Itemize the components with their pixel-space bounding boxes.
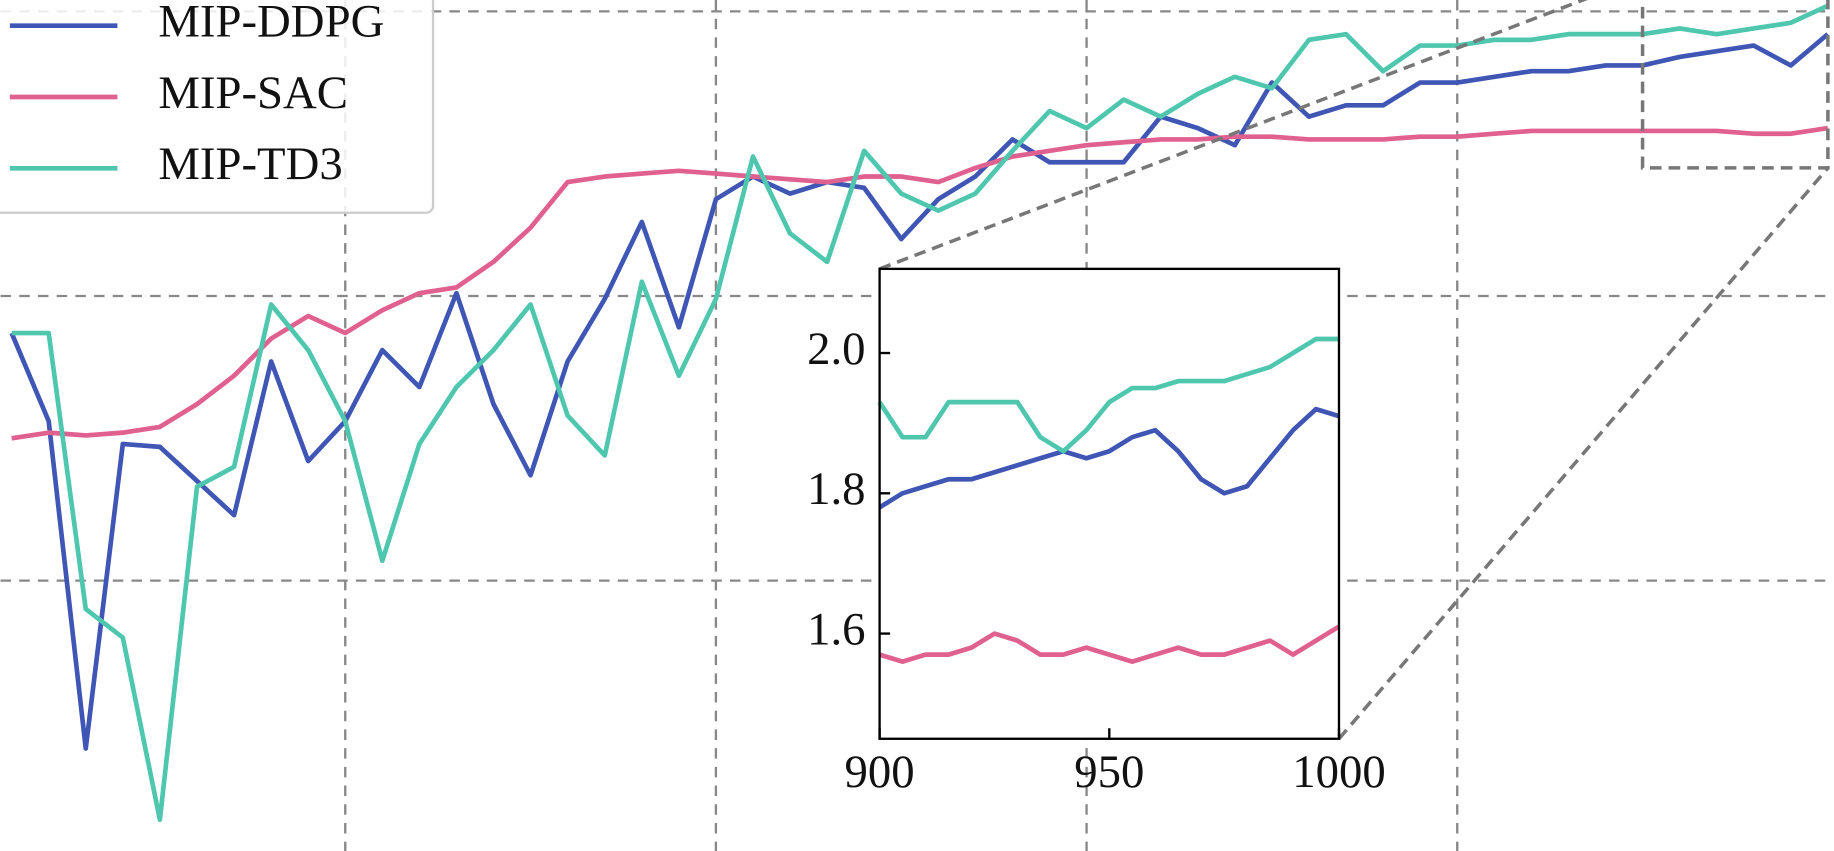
- y-tick-label: 1.8: [807, 463, 865, 515]
- series-line: [878, 624, 1341, 664]
- x-tick-label: 950: [1074, 746, 1144, 798]
- x-tick-label: 900: [845, 746, 915, 798]
- zoom-box: [1640, 0, 1830, 170]
- plot-area: [9, 3, 1830, 823]
- legend-label: MIP-TD3: [158, 138, 342, 190]
- zoom-connector: [1337, 166, 1830, 740]
- series-line: [11, 3, 1829, 823]
- legend-box: [0, 0, 435, 214]
- series-line: [9, 32, 1830, 751]
- legend-label: MIP-DDPG: [158, 0, 384, 47]
- inset-background: [879, 268, 1339, 739]
- y-tick-label: 2.0: [807, 323, 865, 375]
- series-line: [878, 406, 1340, 510]
- legend-label: MIP-SAC: [158, 67, 348, 119]
- y-tick-label: 1.6: [807, 603, 865, 655]
- zoom-connector: [878, 0, 1588, 271]
- series-line: [11, 125, 1829, 441]
- legend: MIP-DDPG MIP-SAC MIP-TD3: [0, 0, 435, 214]
- series-line: [877, 336, 1339, 454]
- x-tick-label: 1000: [1292, 746, 1385, 798]
